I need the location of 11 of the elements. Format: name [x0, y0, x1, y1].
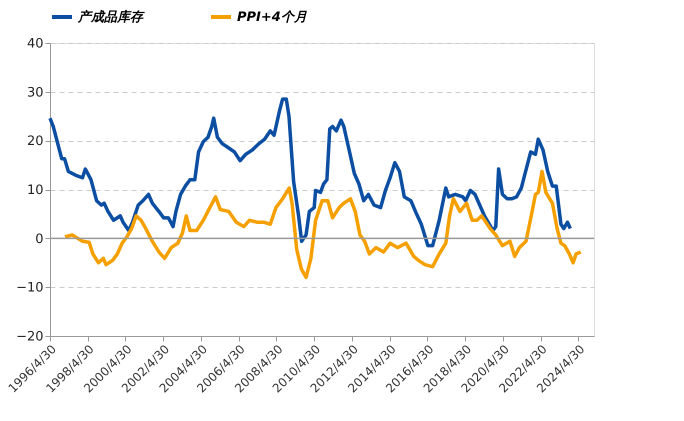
line-series	[48, 97, 572, 248]
y-tick-label: −20	[16, 330, 44, 344]
y-tick-label: 10	[26, 183, 44, 198]
y-tick-label: 20	[26, 134, 44, 150]
y-tick-label: 40	[26, 36, 44, 52]
legend-label: 产成品库存	[77, 9, 145, 25]
y-tick-label: −10	[16, 280, 44, 296]
y-tick-label: 0	[35, 232, 44, 247]
legend-label: PPI+4个月	[237, 10, 307, 25]
line-series	[63, 170, 583, 280]
y-tick-label: 30	[26, 85, 44, 100]
